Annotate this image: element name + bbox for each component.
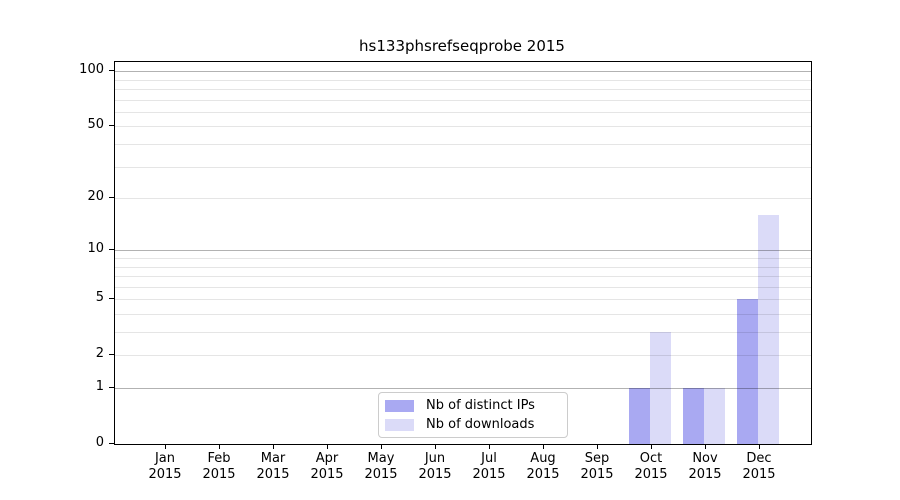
gridline-minor bbox=[115, 111, 811, 113]
plot-area bbox=[114, 61, 812, 445]
x-axis-tick-year: 2015 bbox=[202, 467, 236, 482]
chart-title: hs133phsrefseqprobe 2015 bbox=[359, 37, 565, 55]
x-axis-tick-year: 2015 bbox=[742, 467, 776, 482]
x-tick-mark bbox=[435, 444, 436, 449]
y-tick-mark bbox=[109, 298, 114, 300]
legend-label-distinct-ips: Nb of distinct IPs bbox=[426, 398, 535, 413]
x-axis-tick-year: 2015 bbox=[526, 467, 560, 482]
gridline-minor bbox=[115, 99, 811, 101]
x-axis-tick-year: 2015 bbox=[364, 467, 398, 482]
legend-item-downloads: Nb of downloads bbox=[385, 417, 567, 432]
y-axis-tick-label: 2 bbox=[95, 346, 104, 362]
gridline-minor bbox=[115, 355, 811, 357]
bar-downloads bbox=[758, 215, 779, 444]
y-tick-mark bbox=[109, 249, 114, 251]
x-tick-mark bbox=[543, 444, 544, 449]
legend-item-distinct-ips: Nb of distinct IPs bbox=[385, 398, 567, 413]
x-tick-mark bbox=[165, 444, 166, 449]
gridline-minor bbox=[115, 332, 811, 334]
legend-swatch-downloads bbox=[385, 418, 414, 431]
x-axis-tick-label: Sep 2015 bbox=[567, 451, 627, 483]
bar-downloads bbox=[704, 388, 725, 444]
x-axis-tick-year: 2015 bbox=[688, 467, 722, 482]
gridline-minor bbox=[115, 144, 811, 146]
y-axis-tick-label: 0 bbox=[95, 435, 104, 450]
gridline-major bbox=[115, 250, 811, 252]
bar-distinct-ips bbox=[683, 388, 704, 444]
gridline-minor bbox=[115, 299, 811, 301]
x-axis-tick-label: Aug 2015 bbox=[513, 451, 573, 483]
x-axis-tick-label: Jan 2015 bbox=[135, 451, 195, 483]
y-axis-tick-label: 20 bbox=[87, 189, 104, 205]
y-axis-tick-label: 10 bbox=[87, 241, 104, 257]
x-axis-tick-year: 2015 bbox=[256, 467, 290, 482]
x-axis-tick-year: 2015 bbox=[418, 467, 452, 482]
x-axis-tick-year: 2015 bbox=[148, 467, 182, 482]
x-tick-mark bbox=[705, 444, 706, 449]
x-axis-tick-year: 2015 bbox=[580, 467, 614, 482]
x-axis-tick-year: 2015 bbox=[472, 467, 506, 482]
gridline-minor bbox=[115, 313, 811, 315]
gridline-major bbox=[115, 71, 811, 73]
x-axis-tick-year: 2015 bbox=[634, 467, 668, 482]
gridline-major bbox=[115, 388, 811, 389]
y-tick-mark bbox=[109, 443, 114, 444]
x-tick-mark bbox=[597, 444, 598, 449]
x-tick-mark bbox=[759, 444, 760, 449]
bar-distinct-ips bbox=[629, 388, 650, 444]
y-tick-mark bbox=[109, 70, 114, 72]
x-tick-mark bbox=[381, 444, 382, 449]
legend: Nb of distinct IPs Nb of downloads bbox=[378, 392, 568, 438]
x-axis-tick-year: 2015 bbox=[310, 467, 344, 482]
gridline-minor bbox=[115, 286, 811, 288]
y-tick-mark bbox=[109, 387, 114, 388]
bar-distinct-ips bbox=[737, 299, 758, 444]
x-tick-mark bbox=[651, 444, 652, 449]
gridline-minor bbox=[115, 79, 811, 81]
x-axis-tick-label: Nov 2015 bbox=[675, 451, 735, 483]
gridline-minor bbox=[115, 89, 811, 91]
bar-downloads bbox=[650, 332, 671, 444]
gridline-minor bbox=[115, 198, 811, 200]
x-axis-tick-label: Oct 2015 bbox=[621, 451, 681, 483]
x-axis-tick-label: Jun 2015 bbox=[405, 451, 465, 483]
x-tick-mark bbox=[489, 444, 490, 449]
x-axis-tick-label: Feb 2015 bbox=[189, 451, 249, 483]
x-axis-tick-label: Jul 2015 bbox=[459, 451, 519, 483]
x-tick-mark bbox=[327, 444, 328, 449]
x-tick-mark bbox=[273, 444, 274, 449]
x-axis-tick-label: Dec 2015 bbox=[729, 451, 789, 483]
y-tick-mark bbox=[109, 125, 114, 127]
y-tick-mark bbox=[109, 354, 114, 356]
x-axis-tick-label: Apr 2015 bbox=[297, 451, 357, 483]
x-axis-tick-label: May 2015 bbox=[351, 451, 411, 483]
gridline-minor bbox=[115, 266, 811, 268]
y-axis-tick-label: 50 bbox=[87, 117, 104, 133]
y-axis-tick-label: 5 bbox=[95, 290, 104, 306]
gridline-minor bbox=[115, 276, 811, 278]
x-tick-mark bbox=[219, 444, 220, 449]
legend-swatch-distinct-ips bbox=[385, 399, 414, 412]
gridline-minor bbox=[115, 126, 811, 128]
gridline-minor bbox=[115, 166, 811, 168]
y-axis-tick-label: 100 bbox=[79, 62, 104, 78]
x-axis-tick-label: Mar 2015 bbox=[243, 451, 303, 483]
y-tick-mark bbox=[109, 197, 114, 199]
y-axis-tick-label: 1 bbox=[95, 379, 104, 394]
gridline-minor bbox=[115, 258, 811, 259]
legend-label-downloads: Nb of downloads bbox=[426, 417, 535, 432]
